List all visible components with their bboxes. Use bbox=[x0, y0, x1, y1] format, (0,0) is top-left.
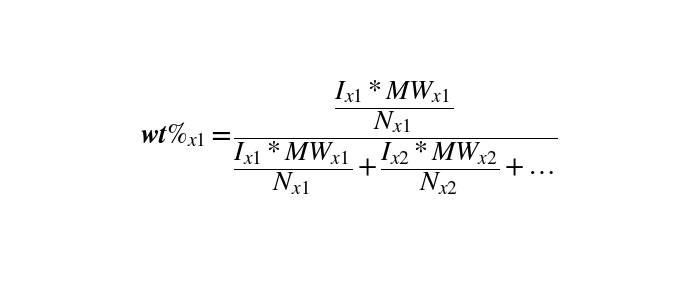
Text: $\boldsymbol{wt\%_{x1} = \dfrac{\dfrac{I_{x1} * MW_{x1}}{N_{x1}}}{\dfrac{I_{x1} : $\boldsymbol{wt\%_{x1} = \dfrac{\dfrac{I… bbox=[140, 79, 558, 198]
